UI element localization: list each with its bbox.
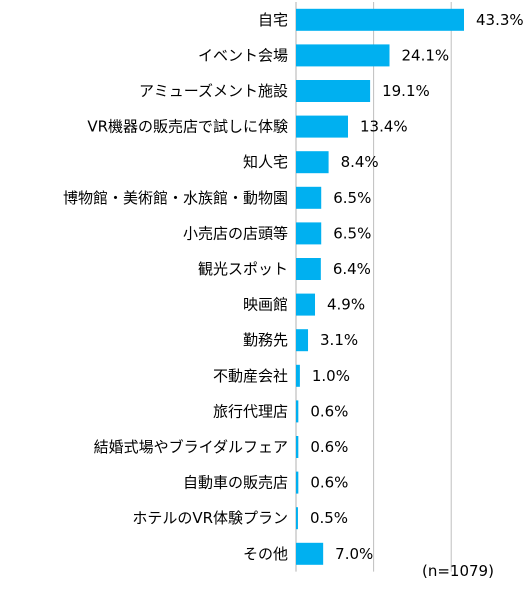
sample-size-annotation: (n=1079) [422,562,494,580]
bar [296,400,299,423]
value-label: 6.4% [333,260,371,278]
category-label: 映画館 [243,296,288,314]
category-label: ホテルのVR体験プラン [132,509,288,527]
category-label: 博物館・美術館・水族館・動物園 [63,189,288,207]
value-label: 24.1% [402,46,450,64]
bar [296,151,329,174]
category-label: 自動車の販売店 [183,474,288,492]
value-labels: 43.3% 24.1% 19.1% 13.4% 8.4% 6.5% 6.5% 6.4% 4.9%… [310,11,524,563]
value-label: 13.4% [360,118,408,136]
bar [296,436,299,458]
category-label: その他 [243,545,288,563]
value-label: 1.0% [312,367,350,385]
category-label: 勤務先 [243,331,288,349]
category-label: 自宅 [258,11,288,29]
category-label: イベント会場 [198,46,288,64]
value-label: 8.4% [341,153,379,171]
bar [296,8,465,31]
bar [296,44,390,67]
value-label: 7.0% [335,545,373,563]
category-label: 小売店の店頭等 [183,224,288,242]
bar [296,364,300,387]
bar [296,115,348,138]
bar [296,293,316,316]
bar [296,507,298,530]
value-label: 0.6% [310,474,348,492]
value-label: 4.9% [327,296,365,314]
category-label: 結婚式場やブライダルフェア [94,438,288,456]
value-label: 6.5% [333,224,371,242]
value-label: 0.6% [310,402,348,420]
category-label: 観光スポット [198,260,288,278]
value-label: 19.1% [382,82,430,100]
category-label: 不動産会社 [213,367,288,385]
bar [296,471,299,494]
value-label: 43.3% [476,11,524,29]
value-label: 0.5% [310,509,348,527]
bar [296,186,322,209]
bar [296,222,322,245]
bar [296,258,321,280]
bar [296,80,371,102]
category-label: VR機器の販売店で試しに体験 [87,118,288,136]
bar [296,329,309,352]
category-label: 知人宅 [243,153,288,171]
value-label: 0.6% [310,438,348,456]
value-label: 6.5% [333,189,371,207]
bar [296,542,324,565]
category-label: 旅行代理店 [213,402,288,420]
value-label: 3.1% [320,331,358,349]
chart-bars [296,8,465,565]
category-label: アミューズメント施設 [139,82,288,100]
